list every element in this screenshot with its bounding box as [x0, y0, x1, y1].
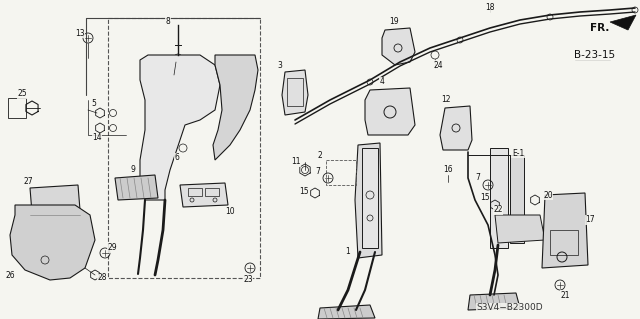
Text: 4: 4 — [380, 78, 385, 86]
Polygon shape — [318, 305, 375, 319]
Polygon shape — [440, 106, 472, 150]
Text: 15: 15 — [299, 188, 309, 197]
Text: 20: 20 — [543, 190, 553, 199]
Text: 19: 19 — [389, 18, 399, 26]
Text: 27: 27 — [23, 177, 33, 187]
Text: 5: 5 — [92, 99, 97, 108]
Bar — [188, 188, 202, 196]
Polygon shape — [140, 55, 220, 200]
Bar — [510, 155, 524, 243]
Text: 3: 3 — [278, 61, 282, 70]
Text: 1: 1 — [346, 248, 350, 256]
Polygon shape — [180, 183, 228, 207]
Text: 23: 23 — [243, 276, 253, 285]
Text: 16: 16 — [443, 166, 453, 174]
Text: 25: 25 — [17, 90, 27, 99]
Bar — [550, 230, 578, 255]
Text: 13: 13 — [75, 28, 85, 38]
Bar — [8, 98, 26, 118]
Polygon shape — [355, 143, 382, 258]
Polygon shape — [115, 175, 158, 200]
Bar — [287, 78, 303, 106]
Bar — [490, 148, 508, 248]
Text: 12: 12 — [441, 95, 451, 105]
Text: B-23-15: B-23-15 — [575, 50, 616, 60]
Text: FR.: FR. — [590, 23, 610, 33]
Bar — [205, 188, 219, 196]
Text: 15: 15 — [480, 194, 490, 203]
Text: 11: 11 — [291, 158, 301, 167]
Text: 22: 22 — [493, 205, 503, 214]
Text: 29: 29 — [107, 243, 117, 253]
Text: 7: 7 — [316, 167, 321, 176]
Bar — [326, 160, 356, 185]
Polygon shape — [10, 205, 95, 280]
Text: 21: 21 — [560, 291, 570, 300]
Text: 10: 10 — [225, 207, 235, 217]
Text: 18: 18 — [485, 4, 495, 12]
Text: 6: 6 — [175, 153, 179, 162]
Polygon shape — [382, 28, 415, 65]
Polygon shape — [610, 15, 636, 30]
Text: S3V4−B2300D: S3V4−B2300D — [477, 303, 543, 313]
Bar — [362, 148, 378, 248]
Text: 14: 14 — [92, 133, 102, 143]
Text: 24: 24 — [433, 61, 443, 70]
Polygon shape — [468, 293, 520, 310]
Text: 26: 26 — [5, 271, 15, 279]
Bar — [108, 18, 260, 278]
Text: 28: 28 — [97, 273, 107, 283]
Polygon shape — [365, 88, 415, 135]
Polygon shape — [30, 185, 80, 213]
Text: 2: 2 — [317, 151, 323, 160]
Text: 9: 9 — [131, 166, 136, 174]
Text: E-1: E-1 — [512, 149, 524, 158]
Text: 7: 7 — [476, 174, 481, 182]
Text: 17: 17 — [585, 216, 595, 225]
Text: 8: 8 — [166, 18, 170, 26]
Polygon shape — [495, 215, 545, 243]
Circle shape — [176, 56, 180, 60]
Polygon shape — [213, 55, 258, 160]
Polygon shape — [282, 70, 308, 115]
Polygon shape — [542, 193, 588, 268]
